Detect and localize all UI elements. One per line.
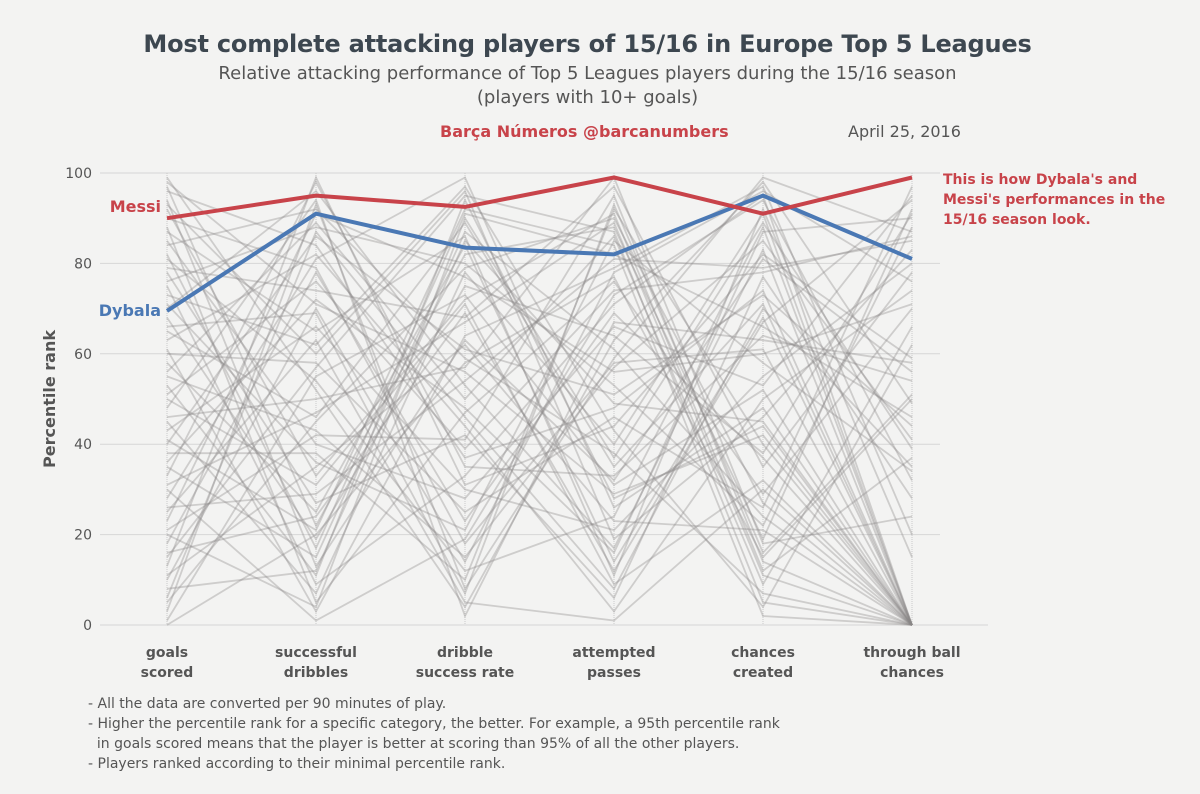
player-line [166, 243, 913, 626]
y-tick-label: 20 [74, 528, 92, 544]
player-line [166, 175, 913, 545]
player-line [166, 221, 913, 626]
player-line [166, 199, 913, 573]
player-line [166, 208, 913, 626]
subtitle-line-2: (players with 10+ goals) [476, 87, 699, 108]
player-line [166, 293, 913, 626]
player-line [166, 239, 913, 559]
date-text: April 25, 2016 [848, 122, 961, 141]
player-line [166, 189, 913, 626]
player-line [166, 239, 913, 626]
footnote-3: in goals scored means that the player is… [88, 736, 740, 752]
series-line-messi [166, 175, 913, 221]
player-line [166, 217, 913, 626]
player-line [166, 221, 913, 626]
player-line [166, 198, 913, 622]
x-tick-label: created [733, 665, 793, 681]
player-line [166, 211, 913, 626]
player-line [166, 217, 913, 626]
y-tick-label: 0 [83, 618, 92, 634]
player-line [166, 275, 913, 626]
y-tick-label: 80 [74, 256, 92, 272]
player-line [166, 185, 913, 609]
player-line [166, 199, 913, 569]
footnotes: - All the data are converted per 90 minu… [88, 694, 780, 774]
background-player-lines [166, 175, 913, 626]
player-line [166, 239, 913, 532]
highlighted-player-lines [165, 175, 913, 313]
player-line [166, 193, 913, 626]
x-tick-label: dribble [437, 645, 493, 661]
x-tick-label: goals [146, 645, 188, 661]
x-tick-label: dribbles [284, 665, 348, 681]
player-line [166, 212, 913, 551]
player-line [166, 185, 913, 614]
footnote-1: - All the data are converted per 90 minu… [88, 696, 447, 712]
player-line [166, 302, 913, 626]
player-line [167, 207, 913, 626]
y-tick-label: 60 [74, 347, 92, 363]
player-line [166, 216, 913, 609]
player-line [166, 212, 913, 522]
footnote-2: - Higher the percentile rank for a speci… [88, 716, 780, 732]
chart-subtitle: Relative attacking performance of Top 5 … [0, 62, 1175, 110]
x-tick-label: scored [141, 665, 194, 681]
x-tick-label: attempted [572, 645, 655, 661]
x-tick-label: passes [587, 665, 641, 681]
player-line [166, 194, 913, 626]
player-line [166, 213, 913, 541]
player-line [166, 226, 913, 605]
x-tick-label: through ball [863, 645, 960, 661]
player-line [166, 197, 913, 626]
category-axes [166, 173, 913, 625]
player-line [166, 208, 913, 573]
footnote-4: - Players ranked according to their mini… [88, 756, 506, 772]
player-line [166, 271, 913, 600]
x-tick-label: success rate [416, 665, 514, 681]
chart-title: Most complete attacking players of 15/16… [143, 30, 1032, 58]
player-line [166, 190, 913, 626]
player-line [166, 239, 913, 509]
player-line [166, 206, 913, 578]
player-line [166, 202, 913, 596]
player-line [166, 208, 913, 626]
player-line [166, 186, 913, 514]
annotation-text: This is how Dybala's and Messi's perform… [943, 172, 1166, 228]
series-label-dybala: Dybala [99, 301, 161, 320]
player-line [166, 194, 913, 626]
player-line [166, 230, 913, 599]
player-line [166, 235, 913, 451]
credit-text: Barça Números @barcanumbers [440, 122, 729, 141]
player-line [166, 181, 913, 626]
player-line [166, 226, 913, 528]
y-tick-label: 100 [65, 166, 92, 182]
player-line [166, 343, 913, 626]
axis-labels: 0 20 40 60 80 100 Percentile rank goals scored su… [40, 166, 961, 681]
player-line [166, 270, 913, 626]
player-line [166, 235, 913, 445]
player-line [166, 175, 913, 567]
player-line [166, 186, 913, 542]
x-tick-label: successful [275, 645, 357, 661]
y-tick-label: 40 [74, 437, 92, 453]
player-line [166, 176, 913, 626]
player-line [166, 224, 913, 626]
player-line [166, 176, 913, 612]
y-axis-label: Percentile rank [40, 330, 59, 468]
player-line [166, 338, 913, 626]
x-tick-label: chances [880, 665, 944, 681]
x-tick-label: chances [731, 645, 795, 661]
player-line [166, 195, 913, 500]
player-line [166, 262, 913, 532]
player-line [166, 230, 913, 626]
player-line [166, 217, 913, 555]
player-line [166, 189, 913, 541]
series-label-messi: Messi [110, 197, 161, 216]
player-line [166, 198, 913, 619]
player-line [166, 253, 913, 613]
player-line [166, 176, 913, 609]
subtitle-line-1: Relative attacking performance of Top 5 … [218, 63, 957, 84]
player-line [166, 221, 913, 587]
